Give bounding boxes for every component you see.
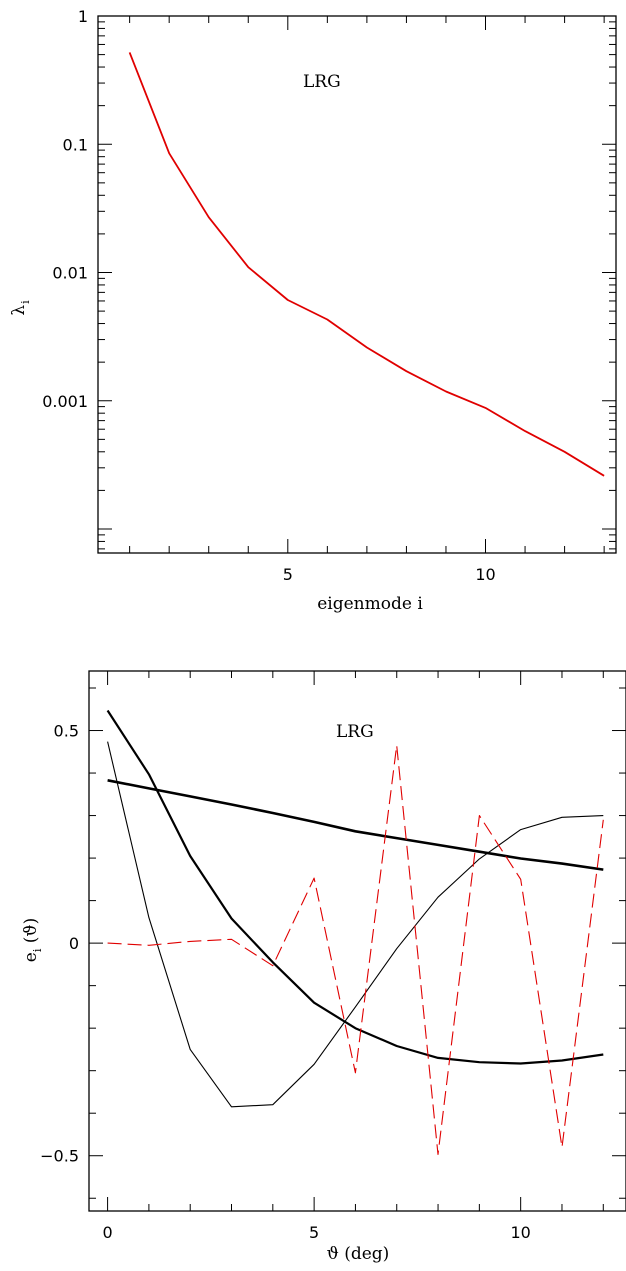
eigenvalue-x-tick-label: 5: [283, 565, 293, 584]
eigenvector-panel: 0 5 10 0.5 0 −0.5 LRG ϑ (deg) ei (ϑ): [21, 670, 626, 1264]
eigenvector-series-line-1: [106, 709, 604, 1065]
eigenvector-y-tick-label: 0.5: [54, 722, 79, 741]
eigenvector-series-line-2: [107, 741, 604, 1108]
eigenvector-series-line-3: [107, 744, 604, 1155]
eigenvector-x-tick-label: 0: [102, 1223, 112, 1242]
eigenvector-x-tick-label: 5: [309, 1223, 319, 1242]
eigenvector-y-axis-argument: (ϑ): [21, 918, 41, 949]
eigenvector-series-line-0: [107, 779, 604, 871]
eigenvalue-y-tick-label: 0.001: [42, 392, 88, 411]
eigenvector-x-axis-label: ϑ (deg): [327, 1244, 390, 1264]
eigenvector-plot-frame: [88, 670, 626, 1212]
eigenvalue-ticks: 5 10 1 0.1 0.01 0.001: [42, 7, 616, 584]
eigenvector-annotation: LRG: [336, 722, 374, 742]
eigenvalue-panel: 5 10 1 0.1 0.01 0.001 LRG eigenmode i λi: [9, 7, 617, 614]
eigenvalue-plot-frame: [97, 15, 617, 554]
eigenvalue-y-tick-label: 0.01: [52, 264, 88, 283]
eigenvector-ticks: 0 5 10 0.5 0 −0.5: [40, 671, 626, 1242]
eigenvalue-x-axis-label: eigenmode i: [317, 594, 423, 614]
eigenvector-y-tick-label: −0.5: [40, 1147, 79, 1166]
eigenvalue-series: [128, 52, 605, 477]
eigenvector-y-tick-label: 0: [69, 934, 79, 953]
eigenvalue-y-tick-label: 0.1: [63, 135, 88, 154]
eigenvalue-y-axis-subscript: i: [19, 300, 32, 304]
svg-text:ei (ϑ): ei (ϑ): [21, 918, 44, 962]
eigenvector-x-tick-label: 10: [510, 1223, 530, 1242]
eigenvector-series: [106, 709, 604, 1155]
eigenvalue-y-axis-symbol: λ: [9, 305, 29, 316]
eigenvalue-x-tick-label: 10: [475, 565, 495, 584]
eigenvector-y-axis-label: ei (ϑ): [21, 918, 44, 962]
eigenvector-y-axis-symbol: e: [21, 952, 41, 962]
eigenvalue-series-line-0: [128, 52, 605, 477]
eigenvalue-annotation: LRG: [303, 72, 341, 92]
svg-text:λi: λi: [9, 300, 32, 316]
eigenvalue-y-tick-label: 1: [78, 7, 88, 26]
eigenvector-y-axis-subscript: i: [31, 948, 44, 952]
eigenvalue-y-axis-label: λi: [9, 300, 32, 316]
